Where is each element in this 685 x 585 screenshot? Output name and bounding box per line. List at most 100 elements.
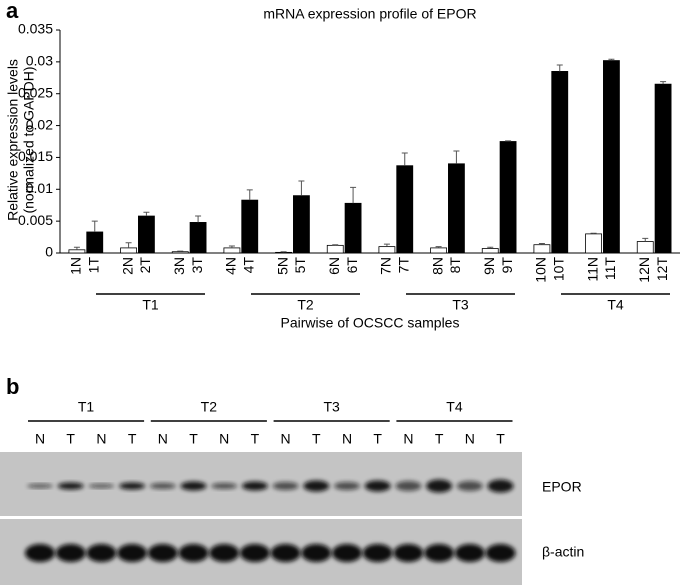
y-axis-label: (normalized to GAPDH) bbox=[21, 66, 37, 213]
band bbox=[55, 544, 86, 562]
error-bar bbox=[453, 150, 460, 164]
x-tick-label: 6N bbox=[326, 257, 342, 275]
x-tick-label: 5T bbox=[292, 257, 308, 274]
x-tick-label: 9N bbox=[481, 257, 497, 275]
band bbox=[426, 479, 453, 493]
band bbox=[209, 544, 240, 562]
band bbox=[334, 482, 360, 490]
y-tick-label: 0.03 bbox=[26, 53, 53, 69]
chart-title: mRNA expression profile of EPOR bbox=[263, 6, 476, 22]
x-tick-label: 12N bbox=[636, 257, 652, 283]
lane-label: T bbox=[128, 431, 137, 447]
panel-label: a bbox=[6, 0, 19, 23]
band bbox=[270, 544, 301, 562]
band bbox=[393, 544, 424, 562]
x-tick-label: 1T bbox=[85, 257, 101, 274]
bar bbox=[171, 251, 189, 254]
band bbox=[119, 482, 146, 490]
y-tick-label: 0.015 bbox=[18, 148, 53, 164]
lane-label: N bbox=[158, 431, 168, 447]
lane-label: T bbox=[251, 431, 260, 447]
group-label: T3 bbox=[452, 297, 469, 313]
bar bbox=[448, 163, 465, 254]
lane-label: N bbox=[465, 431, 475, 447]
lane-label: T bbox=[312, 431, 321, 447]
group-label: T3 bbox=[323, 399, 340, 415]
band bbox=[362, 544, 393, 562]
x-tick-label: 7T bbox=[395, 257, 411, 274]
bar bbox=[189, 222, 207, 254]
bar bbox=[499, 141, 517, 254]
lane-label: N bbox=[219, 431, 229, 447]
lane-label: N bbox=[403, 431, 413, 447]
y-tick-label: 0.005 bbox=[18, 212, 53, 228]
error-bar bbox=[660, 81, 667, 85]
group-label: T2 bbox=[201, 399, 218, 415]
band bbox=[211, 483, 238, 489]
x-tick-label: 11N bbox=[584, 257, 600, 282]
group-label: T2 bbox=[297, 297, 314, 313]
bar bbox=[326, 244, 344, 254]
band bbox=[27, 484, 53, 488]
bar bbox=[654, 83, 672, 254]
error-bar bbox=[642, 237, 649, 242]
error-bar bbox=[505, 140, 512, 142]
bar bbox=[68, 249, 86, 254]
x-tick-label: 10T bbox=[550, 257, 566, 282]
lane-label: T bbox=[435, 431, 444, 447]
x-tick-label: 1N bbox=[68, 257, 84, 275]
x-tick-label: 12T bbox=[654, 257, 670, 282]
bar bbox=[430, 247, 447, 254]
error-bar bbox=[487, 246, 494, 249]
band bbox=[180, 481, 207, 491]
error-bar bbox=[350, 186, 357, 204]
bar bbox=[533, 244, 551, 254]
row-label: EPOR bbox=[542, 479, 582, 495]
x-tick-label: 3N bbox=[171, 257, 187, 275]
error-bar bbox=[228, 245, 235, 248]
band bbox=[454, 544, 485, 562]
lane-label: N bbox=[342, 431, 352, 447]
band bbox=[303, 480, 330, 492]
band bbox=[364, 480, 391, 492]
error-bar bbox=[195, 215, 202, 223]
error-bar bbox=[556, 64, 563, 72]
error-bar bbox=[538, 242, 545, 245]
lane-label: T bbox=[66, 431, 75, 447]
bar bbox=[603, 60, 620, 254]
error-bar bbox=[383, 243, 390, 247]
error-bar bbox=[590, 232, 597, 234]
band bbox=[25, 544, 55, 562]
x-tick-label: 4N bbox=[223, 257, 239, 275]
bar bbox=[86, 231, 104, 254]
x-tick-label: 8N bbox=[429, 257, 445, 275]
x-tick-label: 3T bbox=[189, 257, 205, 274]
bar bbox=[223, 247, 241, 254]
bar bbox=[585, 233, 602, 254]
error-bar bbox=[143, 211, 150, 217]
bar bbox=[378, 246, 396, 254]
band bbox=[485, 544, 516, 562]
lane-label: N bbox=[35, 431, 45, 447]
band bbox=[424, 544, 455, 562]
y-tick-label: 0 bbox=[45, 244, 53, 260]
band bbox=[117, 544, 148, 562]
band bbox=[57, 482, 84, 490]
x-tick-label: 8T bbox=[447, 257, 463, 274]
band bbox=[332, 544, 362, 562]
band bbox=[86, 544, 117, 562]
lane-label: T bbox=[189, 431, 198, 447]
x-tick-label: 7N bbox=[378, 257, 394, 275]
lane-label: N bbox=[96, 431, 106, 447]
band bbox=[178, 544, 209, 562]
group-label: T1 bbox=[78, 399, 95, 415]
band bbox=[487, 479, 514, 493]
x-axis-label: Pairwise of OCSCC samples bbox=[281, 315, 460, 331]
x-tick-label: 6T bbox=[344, 257, 360, 274]
panel-label: b bbox=[6, 374, 19, 399]
error-bar bbox=[246, 189, 253, 201]
bar bbox=[120, 247, 137, 254]
x-tick-label: 2T bbox=[137, 257, 153, 274]
group-label: T1 bbox=[142, 297, 159, 313]
x-tick-label: 10N bbox=[533, 257, 549, 283]
